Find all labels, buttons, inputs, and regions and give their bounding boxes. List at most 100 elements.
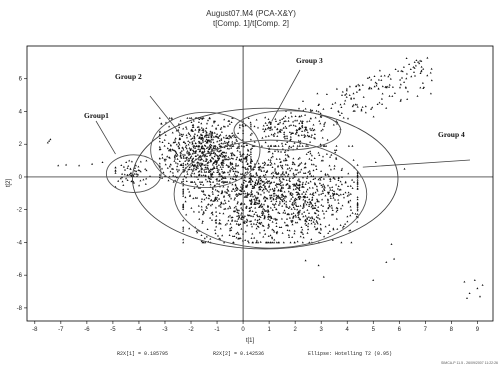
score-point (170, 117, 173, 119)
score-point (237, 233, 240, 235)
score-point (237, 171, 240, 174)
score-point (197, 170, 200, 173)
score-point (235, 162, 237, 165)
score-point (220, 163, 223, 166)
score-point (335, 156, 338, 159)
score-point (226, 192, 229, 194)
score-point (309, 150, 312, 153)
score-point (308, 135, 311, 137)
score-point (214, 188, 217, 191)
score-point (301, 130, 304, 132)
score-point (312, 163, 315, 166)
score-point (245, 206, 248, 208)
score-point (188, 166, 191, 168)
x-tick-label: -8 (32, 327, 38, 333)
score-point (175, 152, 178, 155)
score-point (234, 183, 237, 186)
score-point (205, 127, 208, 129)
score-point (198, 129, 201, 132)
score-point (175, 155, 178, 157)
score-point (229, 206, 232, 209)
score-point (250, 223, 253, 225)
score-point (419, 59, 422, 62)
score-point (324, 225, 327, 228)
score-point (326, 198, 329, 200)
score-point (210, 159, 213, 162)
score-point (229, 214, 231, 217)
score-point (220, 202, 223, 205)
score-point (208, 180, 211, 182)
score-point (215, 166, 218, 169)
score-point (249, 183, 252, 185)
score-point (235, 189, 238, 191)
score-point (250, 191, 253, 194)
score-point (222, 142, 225, 145)
score-point (284, 195, 287, 197)
score-point (226, 222, 228, 225)
score-point (230, 152, 233, 154)
score-point (310, 159, 313, 161)
footer-r2x2: R2X[2] = 0.142536 (213, 351, 264, 357)
score-point (303, 136, 306, 138)
score-point (264, 196, 267, 198)
score-point (188, 227, 191, 230)
score-point (271, 176, 274, 179)
score-point (320, 159, 323, 162)
score-point (278, 212, 281, 214)
score-point (311, 204, 314, 207)
score-point (271, 203, 274, 205)
score-point (249, 150, 252, 153)
score-point (254, 181, 257, 183)
score-point (307, 228, 310, 231)
score-point (251, 180, 254, 183)
score-point (309, 141, 312, 143)
score-point (261, 166, 264, 169)
x-tick-label: -1 (214, 327, 220, 333)
score-point (239, 189, 242, 192)
score-point (332, 196, 335, 199)
score-point (245, 168, 247, 170)
score-point (139, 170, 142, 173)
score-point (356, 202, 359, 205)
score-point (351, 187, 354, 189)
score-point (313, 136, 316, 139)
score-point (299, 218, 302, 221)
score-point (408, 63, 411, 65)
score-point (327, 191, 330, 194)
score-point (293, 163, 296, 166)
score-point (229, 135, 232, 138)
score-point (263, 208, 266, 211)
score-point (266, 189, 269, 192)
score-point (238, 142, 240, 145)
score-point (186, 162, 189, 165)
score-point (139, 160, 142, 163)
score-point (238, 147, 241, 149)
score-point (222, 180, 224, 183)
score-point (249, 164, 252, 167)
score-point (254, 182, 257, 184)
score-point (249, 173, 251, 176)
score-point (202, 147, 205, 149)
score-point (265, 209, 268, 212)
score-point (309, 180, 312, 183)
x-tick-label: -4 (136, 327, 142, 333)
score-point (236, 147, 239, 149)
score-point (192, 119, 195, 122)
score-point (316, 189, 319, 192)
score-point (274, 118, 277, 120)
score-point (228, 195, 231, 198)
score-point (301, 126, 304, 129)
score-point (274, 171, 277, 174)
score-point (245, 160, 248, 163)
score-point (223, 156, 226, 159)
score-point (249, 167, 252, 170)
score-point (198, 162, 201, 165)
score-point (330, 153, 333, 156)
score-point (244, 192, 247, 195)
score-point (219, 203, 222, 206)
score-point (299, 142, 302, 145)
score-point (291, 236, 294, 238)
score-point (311, 199, 313, 201)
score-point (280, 186, 283, 188)
score-point (195, 230, 198, 232)
